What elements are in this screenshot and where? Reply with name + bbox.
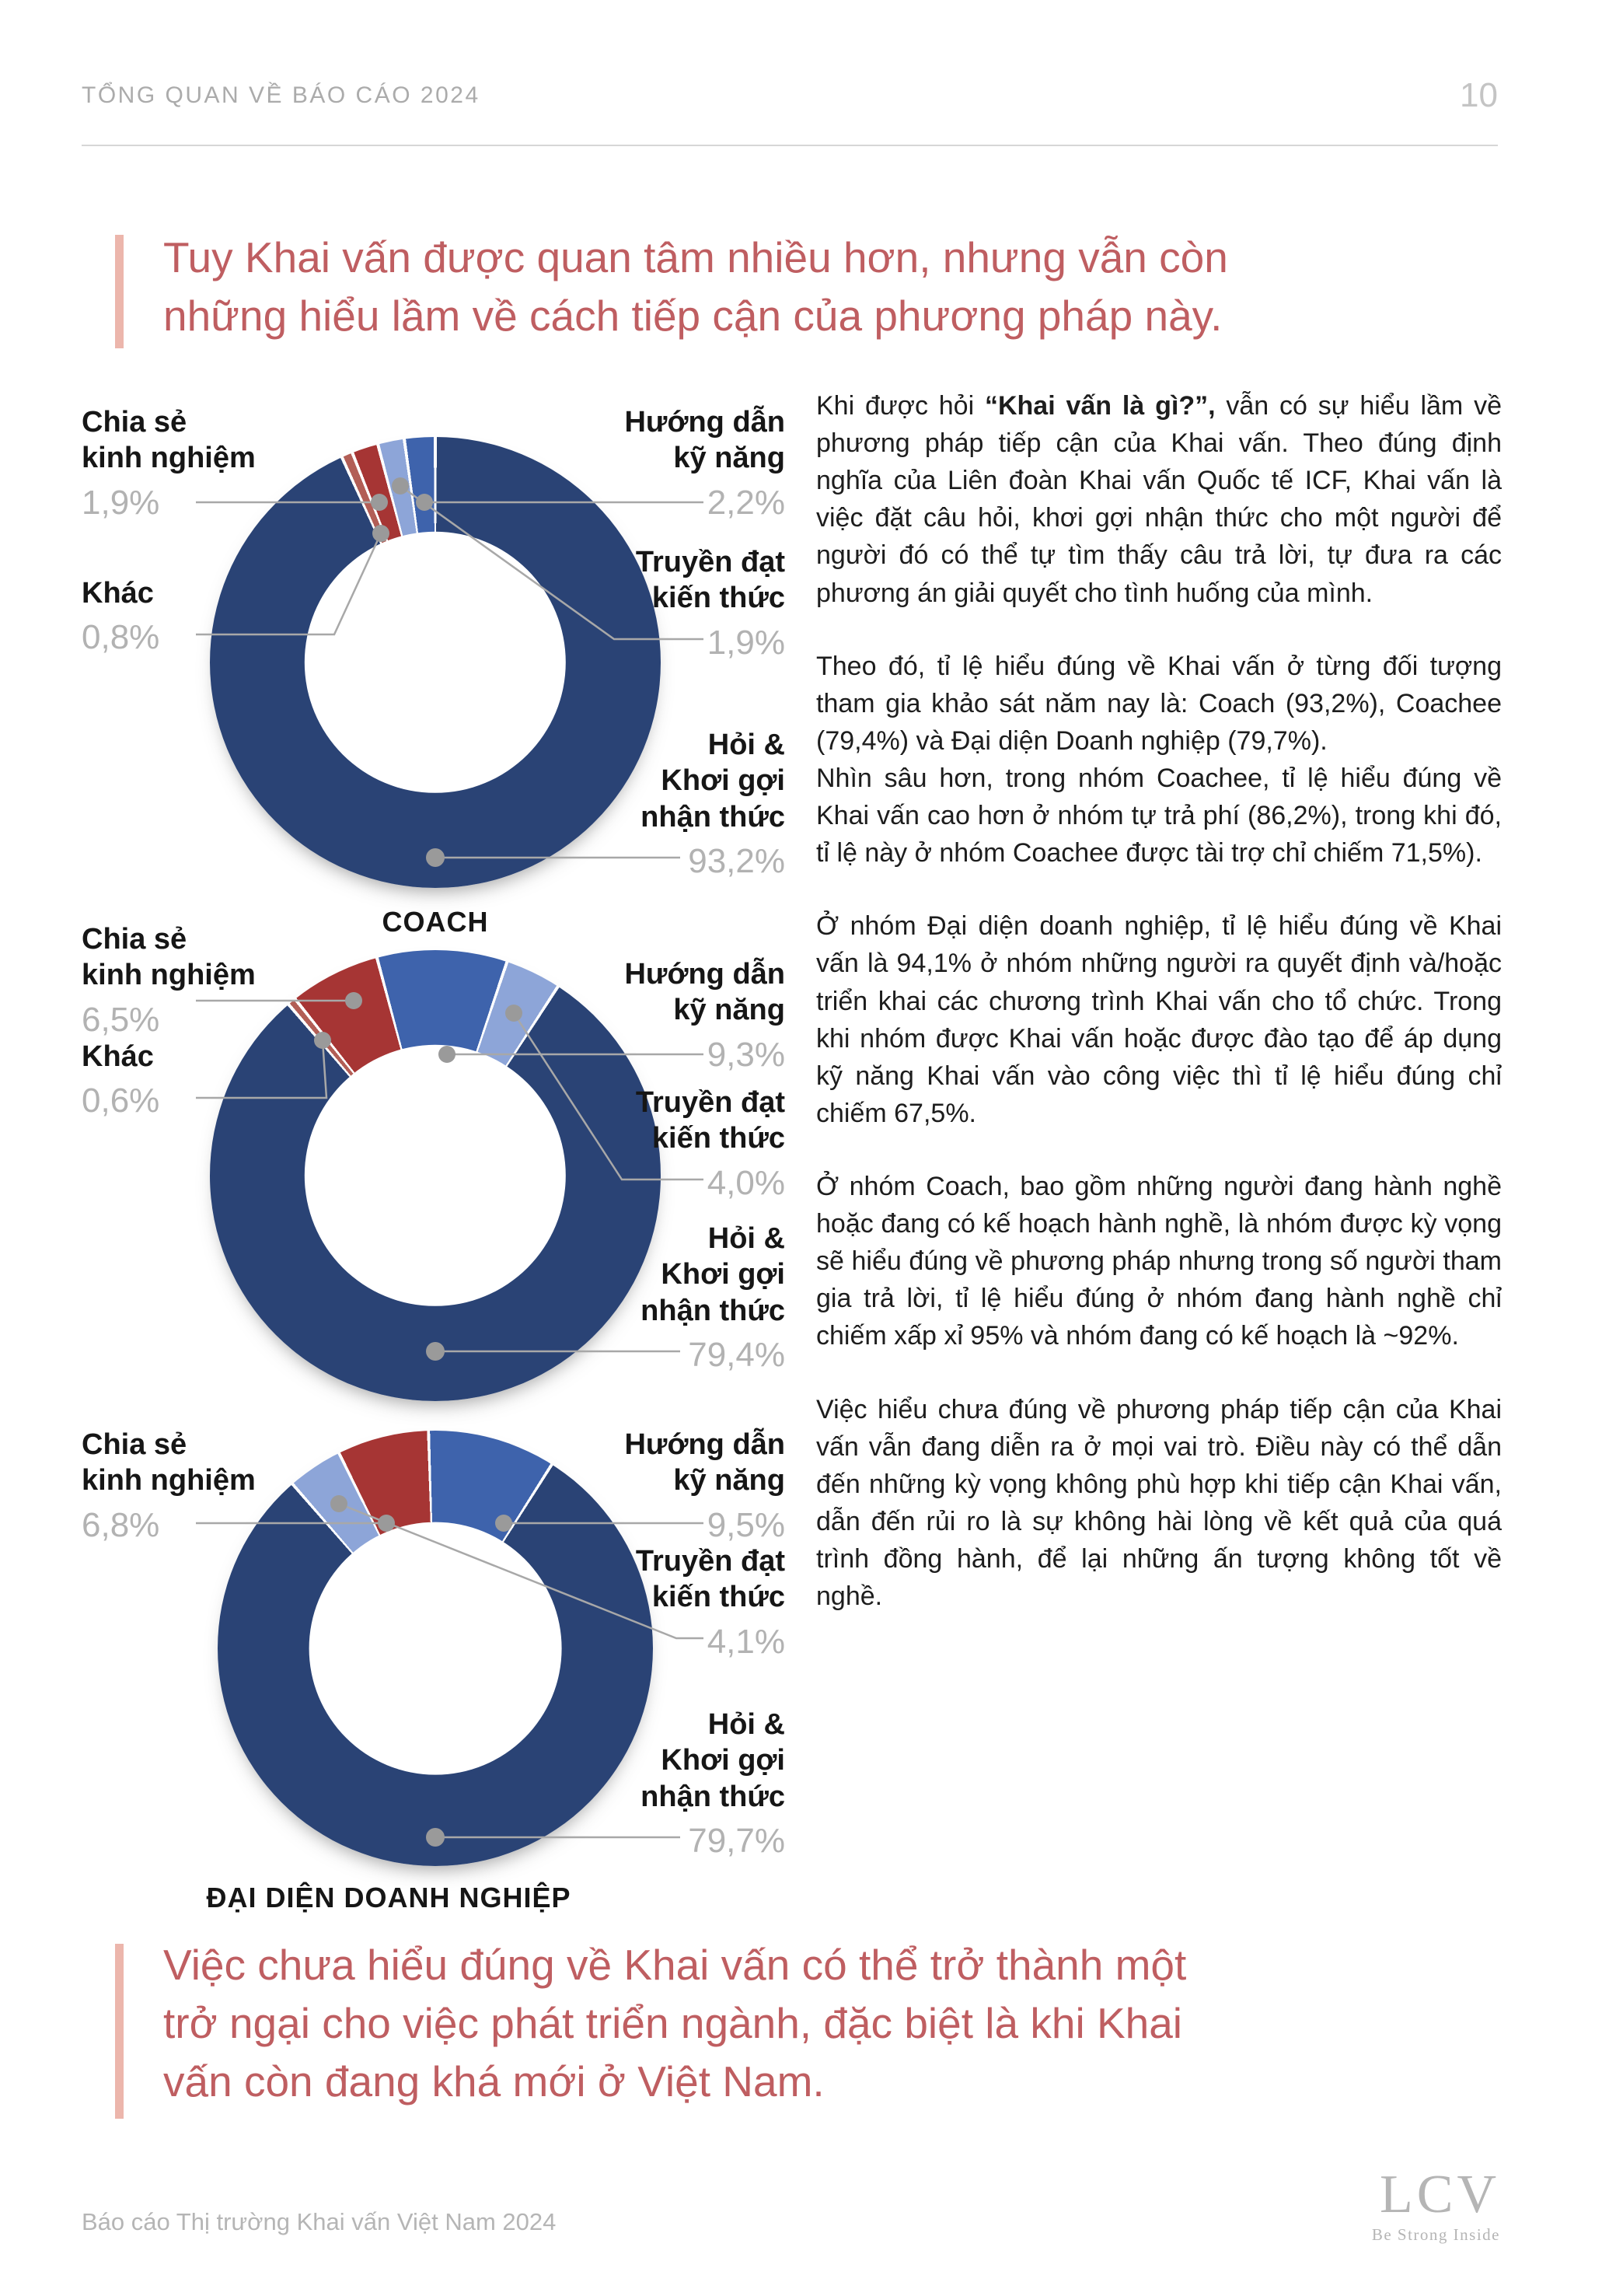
- callout-value: 2,2%: [707, 483, 785, 522]
- lcv-logo-text: LCV: [1380, 2165, 1500, 2224]
- paragraph-5: Việc hiểu chưa đúng về phương pháp tiếp …: [816, 1394, 1502, 1612]
- callout-value: 0,6%: [82, 1082, 160, 1120]
- callout-value: 93,2%: [688, 842, 785, 881]
- page-title-line1: Tuy Khai vấn được quan tâm nhiều hơn, nh…: [163, 233, 1228, 281]
- lcv-logo-tagline: Be Strong Inside: [1371, 2225, 1500, 2244]
- donut-hole: [309, 1522, 562, 1775]
- closing-quote-line1: Việc chưa hiểu đúng về Khai vấn có thể t…: [163, 1941, 1187, 1989]
- callout-hoi-khoi-goi-nhan-thuc: Hỏi & Khơi gợi nhận thức 79,4%: [529, 1221, 785, 1374]
- paragraph-2: Theo đó, tỉ lệ hiểu đúng về Khai vấn ở t…: [816, 651, 1502, 868]
- page-title-line2: những hiểu lầm về cách tiếp cận của phươ…: [163, 291, 1223, 340]
- page-number: 10: [1460, 76, 1498, 114]
- page-title: Tuy Khai vấn được quan tâm nhiều hơn, nh…: [163, 229, 1228, 345]
- bold-question: “Khai vấn là gì?”,: [984, 391, 1216, 421]
- closing-quote-line3: vấn còn đang khá mới ở Việt Nam.: [163, 2057, 825, 2106]
- callout-value: 9,5%: [707, 1505, 785, 1544]
- quote-accent-bar: [115, 1944, 124, 2119]
- chart-title-coach: COACH: [382, 906, 489, 938]
- header-divider: [82, 145, 1498, 146]
- callout-value: 4,0%: [707, 1163, 785, 1202]
- body-text-column: Khi được hỏi “Khai vấn là gì?”, vẫn có s…: [816, 387, 1502, 1651]
- chart-title-dai-dien-doanh-nghiep: ĐẠI DIỆN DOANH NGHIỆP: [206, 1882, 571, 1913]
- callout-hoi-khoi-goi-nhan-thuc: Hỏi & Khơi gợi nhận thức 79,7%: [529, 1707, 785, 1860]
- closing-quote-line2: trở ngại cho việc phát triển ngành, đặc …: [163, 1998, 1183, 2047]
- callout-khac: Khác 0,8%: [82, 575, 338, 657]
- footer-report-name: Báo cáo Thị trường Khai vấn Việt Nam 202…: [82, 2208, 557, 2235]
- callout-chia-se-kinh-nghiem: Chia sẻ kinh nghiệm 1,9%: [82, 404, 338, 522]
- donut-hole: [304, 1044, 567, 1307]
- callout-huong-dan-ky-nang: Hướng dẫn kỹ năng 9,3%: [529, 956, 785, 1074]
- callout-truyen-dat-kien-thuc: Truyền đạt kiến thức 4,0%: [529, 1085, 785, 1202]
- callout-huong-dan-ky-nang: Hướng dẫn kỹ năng 2,2%: [529, 404, 785, 522]
- callout-value: 79,7%: [688, 1822, 785, 1861]
- callout-truyen-dat-kien-thuc: Truyền đạt kiến thức 1,9%: [529, 544, 785, 662]
- callout-chia-se-kinh-nghiem: Chia sẻ kinh nghiệm 6,8%: [82, 1427, 338, 1544]
- callout-value: 9,3%: [707, 1035, 785, 1074]
- callout-value: 4,1%: [707, 1622, 785, 1661]
- paragraph-3: Ở nhóm Đại diện doanh nghiệp, tỉ lệ hiểu…: [816, 911, 1502, 1128]
- lcv-logo: LCV Be Strong Inside: [1372, 2168, 1500, 2245]
- callout-khac: Khác 0,6%: [82, 1039, 338, 1120]
- callout-value: 1,9%: [707, 623, 785, 662]
- callout-value: 6,5%: [82, 1000, 160, 1039]
- callout-truyen-dat-kien-thuc: Truyền đạt kiến thức 4,1%: [529, 1543, 785, 1661]
- callout-hoi-khoi-goi-nhan-thuc: Hỏi & Khơi gợi nhận thức 93,2%: [529, 727, 785, 880]
- callout-huong-dan-ky-nang: Hướng dẫn kỹ năng 9,5%: [529, 1427, 785, 1544]
- donut-hole: [304, 531, 567, 794]
- callout-value: 6,8%: [82, 1505, 160, 1544]
- report-section-header: TỔNG QUAN VỀ BÁO CÁO 2024: [82, 82, 480, 108]
- callout-value: 0,8%: [82, 618, 160, 657]
- callout-value: 79,4%: [688, 1336, 785, 1375]
- callout-chia-se-kinh-nghiem: Chia sẻ kinh nghiệm 6,5%: [82, 921, 338, 1039]
- paragraph-1: Khi được hỏi “Khai vấn là gì?”, vẫn có s…: [816, 391, 1502, 608]
- callout-value: 1,9%: [82, 483, 160, 522]
- title-accent-bar: [115, 235, 124, 348]
- closing-quote: Việc chưa hiểu đúng về Khai vấn có thể t…: [163, 1936, 1186, 2110]
- paragraph-4: Ở nhóm Coach, bao gồm những người đang h…: [816, 1171, 1502, 1351]
